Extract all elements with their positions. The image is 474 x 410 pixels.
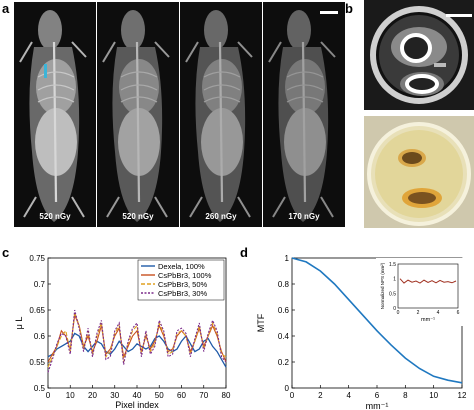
y-tick-label: 0.8 [278, 280, 290, 289]
x-tick-label: 80 [222, 391, 231, 400]
x-tick-label: 50 [155, 391, 164, 400]
inset-y-tick-label: 0.5 [389, 291, 396, 297]
x-tick-label: 6 [375, 391, 380, 400]
x-tick-label: 0 [46, 391, 51, 400]
y-axis-label: μ L [14, 317, 24, 330]
y-tick-label: 0.75 [29, 254, 45, 263]
inset-x-tick-label: 0 [397, 310, 400, 316]
series-line [47, 309, 227, 373]
dose-label: 520 nGy [39, 212, 71, 221]
series-line [47, 332, 227, 368]
legend-label: CsPbBr3, 100% [158, 271, 212, 280]
y-tick-label: 0.4 [278, 332, 290, 341]
sample-photo [364, 116, 474, 228]
y-axis-label: MTF [256, 313, 266, 332]
xray-image: 170 nGy [263, 2, 345, 227]
x-tick-label: 10 [66, 391, 75, 400]
y-tick-label: 1 [285, 254, 290, 263]
x-tick-label: 10 [429, 391, 438, 400]
x-tick-label: 0 [290, 391, 295, 400]
y-tick-label: 0.65 [29, 306, 45, 315]
panel-d-label: d [240, 245, 248, 260]
inset-x-tick-label: 4 [437, 310, 440, 316]
chart-c: 0 10 20 30 40 50 60 70 80 0.5 0.55 0.6 0.65 0.7 0.75 Pi… [14, 254, 231, 410]
inset-y-tick-label: 0 [393, 306, 396, 312]
inset-frame [397, 263, 459, 309]
panel-c-label: c [2, 245, 10, 260]
inset-y-axis-label: Normalized NPS (mm²) [380, 262, 385, 309]
y-tick-label: 0 [285, 384, 290, 393]
x-tick-label: 12 [458, 391, 467, 400]
dose-label: 170 nGy [288, 212, 320, 221]
legend-label: CsPbBr3, 50% [158, 280, 208, 289]
y-tick-label: 0.5 [34, 384, 46, 393]
y-tick-label: 0.2 [278, 358, 290, 367]
inset-x-tick-label: 6 [457, 310, 460, 316]
y-tick-label: 0.6 [34, 332, 46, 341]
x-tick-label: 40 [133, 391, 142, 400]
x-tick-label: 4 [346, 391, 351, 400]
dose-label: 260 nGy [205, 212, 237, 221]
legend-label: Dexela, 100% [158, 262, 205, 271]
x-tick-label: 20 [88, 391, 97, 400]
series-line [47, 312, 227, 368]
x-axis-label: mm⁻¹ [366, 401, 389, 410]
x-tick-label: 60 [177, 391, 186, 400]
x-tick-label: 8 [403, 391, 408, 400]
chart-d: 0 2 4 6 8 10 12 0 0.2 0.4 0.6 0.8 1 mm⁻¹ MTF 0 2 4 6 0 0.5 1 1… [256, 254, 467, 410]
inset-x-axis-label: mm⁻¹ [421, 317, 435, 323]
panel-a-label: a [2, 1, 10, 16]
scale-bar [320, 11, 338, 14]
nps-curve [399, 278, 457, 284]
x-tick-label: 2 [318, 391, 323, 400]
x-tick-label: 30 [110, 391, 119, 400]
y-tick-label: 0.7 [34, 280, 46, 289]
mtf-curve [291, 257, 463, 384]
legend-label: CsPbBr3, 30% [158, 289, 208, 298]
profile-marker [44, 64, 47, 78]
inset-x-tick-label: 2 [417, 310, 420, 316]
x-axis-label: Pixel index [115, 400, 159, 410]
y-tick-label: 0.55 [29, 358, 45, 367]
y-tick-label: 0.6 [278, 306, 290, 315]
panel-b-label: b [345, 1, 353, 16]
xray-image: 520 nGy [97, 2, 179, 227]
xray-image: 260 nGy [180, 2, 262, 227]
xray-image: 520 nGy [14, 2, 96, 227]
scale-bar [446, 14, 472, 17]
inset-y-tick-label: 1 [393, 277, 396, 283]
ct-slice-image [364, 0, 474, 110]
x-tick-label: 70 [199, 391, 208, 400]
dose-label: 520 nGy [122, 212, 154, 221]
inset-y-tick-label: 1.5 [389, 262, 396, 268]
